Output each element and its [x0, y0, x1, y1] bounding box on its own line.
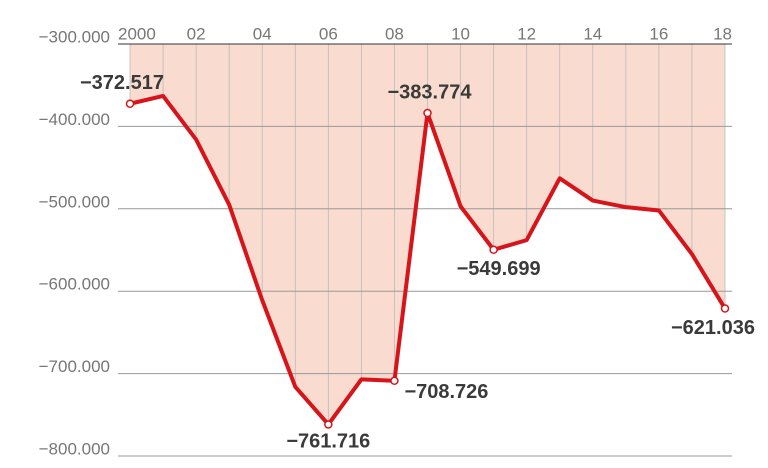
point [720, 304, 730, 313]
y-tick-label: −700.000 [39, 357, 110, 376]
x-tick-label: 04 [253, 24, 272, 43]
point [489, 245, 498, 255]
point [324, 420, 333, 429]
value-label: −621.036 [671, 317, 755, 339]
value-label: −761.716 [286, 431, 370, 453]
y-tick-label: −500.000 [39, 192, 110, 211]
point [423, 108, 432, 118]
x-tick-label: 2000 [118, 24, 156, 43]
x-tick-label: 14 [583, 24, 602, 43]
point [390, 376, 399, 386]
value-label: −372.517 [80, 72, 164, 94]
value-label: −549.699 [457, 258, 541, 280]
y-tick-label: −400.000 [39, 110, 110, 129]
point [125, 99, 135, 109]
value-label: −708.726 [404, 381, 488, 403]
y-tick-label: −600.000 [39, 275, 110, 294]
x-tick-label: 10 [451, 24, 470, 43]
x-tick-label: 06 [319, 24, 338, 43]
y-tick-label: −300.000 [39, 27, 110, 46]
x-tick-label: 08 [385, 24, 404, 43]
area [130, 44, 725, 425]
value-label: −383.774 [388, 81, 473, 103]
x-tick-label: 18 [713, 24, 732, 43]
x-tick-label: 12 [517, 24, 536, 43]
x-tick-label: 16 [649, 24, 668, 43]
x-tick-label: 02 [187, 24, 206, 43]
y-tick-label: −800.000 [39, 439, 110, 458]
